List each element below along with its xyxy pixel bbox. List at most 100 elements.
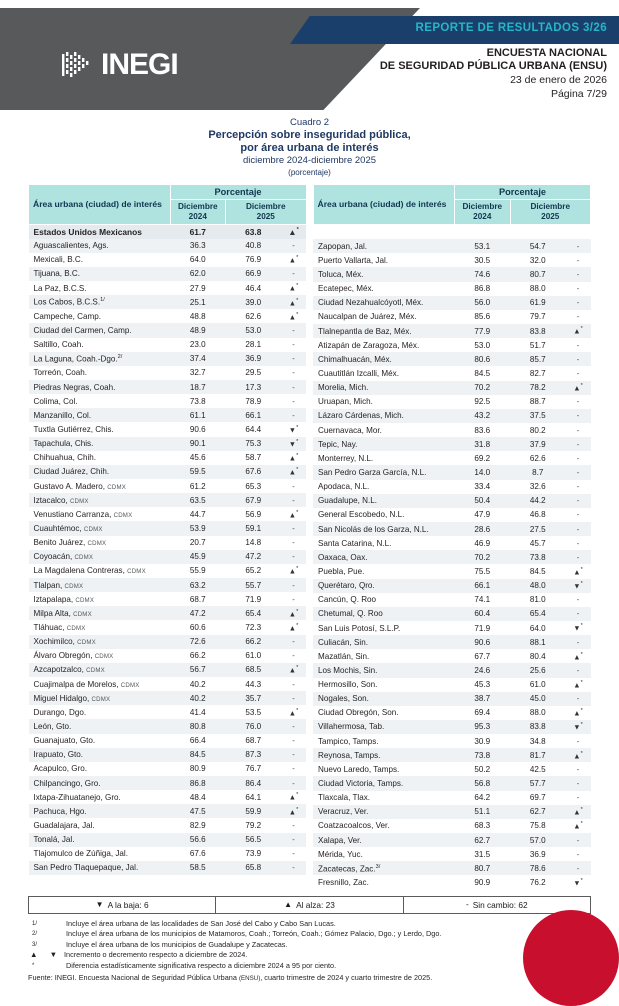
table-row[interactable]: Estados Unidos Mexicanos 61.7 63.8 ▲* — [28, 224, 306, 239]
table-row[interactable]: Villahermosa, Tab. 95.3 83.8 ▼* — [313, 719, 591, 735]
table-row[interactable]: Santa Catarina, N.L. 46.9 45.7 - — [313, 536, 591, 550]
report-banner-text: REPORTE DE RESULTADOS 3/26 — [415, 22, 607, 34]
table-row[interactable]: Tlajomulco de Zúñiga, Jal. 67.6 73.9 - — [29, 847, 307, 861]
table-row[interactable]: Nogales, Son. 38.7 45.0 - — [313, 691, 591, 706]
table-row[interactable]: Lázaro Cárdenas, Mich. 43.2 37.5 - — [313, 408, 591, 423]
table-row[interactable]: Tlalpan, CDMX 63.2 55.7 - — [28, 578, 306, 593]
table-row[interactable]: Gustavo A. Madero, CDMX 61.2 65.3 - — [29, 479, 307, 493]
table-row[interactable]: Tapachula, Chis. 90.1 75.3 ▼* — [28, 436, 306, 451]
table-row[interactable]: Tlaxcala, Tlax. 64.2 69.7 - — [313, 791, 591, 805]
table-row[interactable]: Cuernavaca, Mor. 83.6 80.2 - — [313, 423, 591, 437]
table-row[interactable]: Tijuana, B.C. 62.0 66.9 - — [28, 266, 306, 282]
table-row[interactable]: Monterrey, N.L. 69.2 62.6 - — [313, 451, 591, 465]
table-row[interactable]: Cuautitlán Izcalli, Méx. 84.5 82.7 - — [313, 366, 591, 380]
table-row[interactable]: Zacatecas, Zac.3/80.7 78.6 - — [313, 861, 591, 876]
table-row[interactable]: Puebla, Pue. 75.5 84.5 ▲* — [313, 564, 591, 578]
table-row[interactable]: Ciudad Victoria, Tamps. 56.8 57.7 - — [313, 776, 591, 791]
city-suffix: CDMX — [91, 695, 111, 703]
table-row[interactable]: Naucalpan de Juárez, Méx. 85.6 79.7 - — [313, 310, 591, 324]
table-row[interactable]: Xochimilco, CDMX 72.6 66.2 - — [28, 634, 306, 649]
table-row[interactable]: La Paz, B.C.S. 27.9 46.4 ▲* — [29, 281, 307, 295]
table-row[interactable]: Cuauhtémoc, CDMX 53.9 59.1 - — [28, 521, 306, 536]
table-row[interactable]: Guadalupe, N.L. 50.4 44.2 - — [313, 493, 591, 508]
table-row[interactable]: San Pedro Tlaquepaque, Jal. 58.5 65.8 - — [28, 860, 306, 875]
table-row[interactable]: Colima, Col. 73.8 78.9 - — [29, 394, 307, 408]
table-row[interactable]: Tláhuac, CDMX 60.6 72.3 ▲* — [29, 620, 307, 634]
table-row[interactable]: Atizapán de Zaragoza, Méx. 53.0 51.7 - — [313, 338, 591, 352]
col-header-city-left: Área urbana (ciudad) de interés — [28, 184, 171, 225]
cell-dic2024: 64.2 — [474, 793, 491, 803]
table-row[interactable]: Iztapalapa, CDMX 68.7 71.9 - — [29, 592, 307, 606]
table-row[interactable]: Saltillo, Coah. 23.0 28.1 - — [29, 338, 307, 352]
table-row[interactable]: Chimalhuacán, Méx. 80.6 85.7 - — [313, 352, 591, 367]
table-row[interactable]: Ciudad Juárez, Chih. 59.5 67.6 ▲* — [28, 464, 306, 480]
table-row[interactable]: Ecatepec, Méx. 86.8 88.0 - — [313, 282, 591, 296]
table-row[interactable]: Miguel Hidalgo, CDMX 40.2 35.7 - — [28, 691, 306, 706]
header-blue-banner: REPORTE DE RESULTADOS 3/26 — [290, 16, 619, 44]
table-row[interactable]: Venustiano Carranza, CDMX 44.7 56.9 ▲* — [29, 507, 307, 521]
table-row[interactable]: Zapopan, Jal. 53.1 54.7 - — [313, 239, 591, 254]
table-row[interactable]: Hermosillo, Son. 45.3 61.0 ▲* — [313, 678, 591, 692]
table-row[interactable]: Puerto Vallarta, Jal. 30.5 32.0 - — [313, 253, 591, 267]
table-row[interactable]: Querétaro, Qro. 66.1 48.0 ▼* — [313, 578, 591, 593]
table-row[interactable]: Culiacán, Sin. 90.6 88.1 - — [313, 635, 591, 650]
table-row[interactable]: Ciudad Nezahualcóyotl, Méx. 56.0 61.9 - — [313, 295, 591, 310]
table-row[interactable]: Coyoacán, CDMX 45.9 47.2 - — [28, 549, 306, 564]
table-row[interactable]: Mexicali, B.C. 64.0 76.9 ▲* — [29, 253, 307, 267]
table-right-body: Zapopan, Jal. 53.1 54.7 - Puerto Vallarta, J… — [313, 225, 591, 890]
table-row[interactable]: La Laguna, Coah.-Dgo.2/37.4 36.9 - — [28, 351, 306, 366]
table-row[interactable]: La Magdalena Contreras, CDMX 55.9 65.2 ▲* — [29, 564, 307, 578]
table-row[interactable]: General Escobedo, N.L. 47.9 46.8 - — [313, 508, 591, 522]
table-row[interactable]: Iztacalco, CDMX 63.5 67.9 - — [28, 493, 306, 508]
table-row[interactable]: Cancún, Q. Roo 74.1 81.0 - — [313, 593, 591, 607]
table-row[interactable]: Fresnillo, Zac. 90.9 76.2 ▼* — [313, 875, 591, 889]
table-row[interactable]: Ciudad del Carmen, Camp. 48.9 53.0 - — [28, 323, 306, 338]
table-row[interactable]: Manzanillo, Col. 61.1 66.1 - — [28, 408, 306, 423]
table-row[interactable]: Aguascalientes, Ags. 36.3 40.8 - — [28, 238, 306, 253]
table-row[interactable]: Ciudad Obregón, Son. 69.4 88.0 ▲* — [313, 706, 591, 720]
table-row[interactable]: Chetumal, Q. Roo 60.4 65.4 - — [313, 606, 591, 621]
table-row[interactable]: Guanajuato, Gto. 66.4 68.7 - — [29, 734, 307, 748]
table-row[interactable]: Milpa Alta, CDMX 47.2 65.4 ▲* — [28, 606, 306, 621]
table-row[interactable]: Álvaro Obregón, CDMX 66.2 61.0 - — [29, 649, 307, 663]
table-row[interactable]: Chihuahua, Chih. 45.6 58.7 ▲* — [29, 451, 307, 465]
table-row[interactable]: Chilpancingo, Gro. 86.8 86.4 - — [28, 775, 306, 791]
table-row[interactable]: Tonalá, Jal. 56.6 56.5 - — [28, 832, 306, 847]
table-row[interactable]: San Luis Potosí, S.L.P. 71.9 64.0 ▼* — [313, 621, 591, 635]
table-row[interactable]: Tuxtla Gutiérrez, Chis. 90.6 64.4 ▼* — [29, 422, 307, 436]
table-row[interactable]: Veracruz, Ver. 51.1 62.7 ▲* — [313, 804, 591, 819]
table-row[interactable]: Tepic, Nay. 31.8 37.9 - — [313, 437, 591, 452]
table-row[interactable]: León, Gto. 80.8 76.0 - — [28, 719, 306, 734]
table-row[interactable]: Benito Juárez, CDMX 20.7 14.8 - — [29, 536, 307, 550]
table-row[interactable]: Cuajimalpa de Morelos, CDMX 40.2 44.3 - — [29, 677, 307, 691]
table-row[interactable]: Nuevo Laredo, Tamps. 50.2 42.5 - — [313, 762, 591, 776]
table-row[interactable]: Los Cabos, B.C.S.1/25.1 39.0 ▲* — [28, 295, 306, 310]
table-row[interactable]: Mazatlán, Sin. 67.7 80.4 ▲* — [313, 649, 591, 663]
table-row[interactable]: Apodaca, N.L. 33.4 32.6 - — [313, 480, 591, 494]
table-row[interactable]: Pachuca, Hgo. 47.5 59.9 ▲* — [28, 804, 306, 819]
table-row[interactable]: Tlalnepantla de Baz, Méx. 77.9 83.8 ▲* — [313, 323, 591, 339]
table-row[interactable]: Azcapotzalco, CDMX 56.7 68.5 ▲* — [28, 662, 306, 677]
table-row[interactable]: Torreón, Coah. 32.7 29.5 - — [29, 366, 307, 380]
table-row[interactable]: Oaxaca, Oax. 70.2 73.8 - — [313, 550, 591, 565]
table-row[interactable]: Xalapa, Ver. 62.7 57.0 - — [313, 833, 591, 848]
table-row[interactable]: Acapulco, Gro. 80.9 76.7 - — [29, 762, 307, 776]
table-row[interactable]: Durango, Dgo. 41.4 53.5 ▲* — [29, 705, 307, 719]
cell-dic2024: 62.7 — [474, 835, 491, 845]
table-row[interactable]: Piedras Negras, Coah. 18.7 17.3 - — [28, 380, 306, 395]
table-row[interactable]: Guadalajara, Jal. 82.9 79.2 - — [29, 818, 307, 832]
table-row[interactable]: Los Mochis, Sin. 24.6 25.6 - — [313, 663, 591, 678]
table-row[interactable]: Tampico, Tamps. 30.9 34.8 - — [313, 734, 591, 748]
table-row[interactable]: Ixtapa-Zihuatanejo, Gro. 48.4 64.1 ▲* — [29, 790, 307, 804]
table-row[interactable]: Morelia, Mich. 70.2 78.2 ▲* — [313, 380, 591, 395]
table-row[interactable]: Irapuato, Gto. 84.5 87.3 - — [28, 747, 306, 762]
table-row[interactable]: San Pedro Garza García, N.L. 14.0 8.7 - — [313, 465, 591, 480]
table-row[interactable]: Uruapan, Mich. 92.5 88.7 - — [313, 395, 591, 409]
table-row[interactable]: San Nicolás de los Garza, N.L. 28.6 27.5 - — [313, 521, 591, 537]
table-row[interactable]: Mérida, Yuc. 31.5 36.9 - — [313, 847, 591, 861]
table-row[interactable]: Reynosa, Tamps. 73.8 81.7 ▲* — [313, 748, 591, 763]
table-row[interactable]: Coatzacoalcos, Ver. 68.3 75.8 ▲* — [313, 819, 591, 833]
cell-city: Guanajuato, Gto. — [33, 736, 96, 746]
table-row[interactable]: Campeche, Camp. 48.8 62.6 ▲* — [29, 309, 307, 323]
table-row[interactable]: Toluca, Méx. 74.6 80.7 - — [313, 267, 591, 282]
